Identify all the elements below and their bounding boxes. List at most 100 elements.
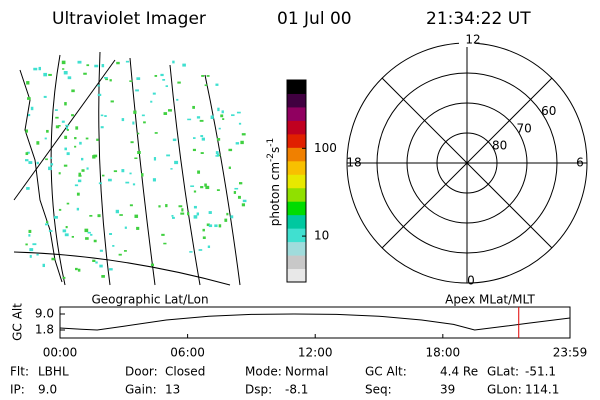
colorbar-segment	[287, 201, 306, 216]
emission-dot	[90, 233, 93, 236]
emission-dot	[101, 64, 105, 68]
polar-label: Apex MLat/MLT	[445, 293, 535, 307]
emission-dot	[239, 182, 243, 185]
emission-dot	[97, 93, 102, 96]
status-value: 114.1	[525, 383, 559, 397]
emission-dot	[199, 119, 204, 122]
emission-dot	[238, 122, 242, 125]
emission-dot	[45, 221, 49, 223]
emission-dot	[71, 114, 74, 117]
status-value: 13	[165, 383, 180, 397]
emission-dot	[36, 253, 39, 256]
emission-dot	[134, 157, 138, 160]
emission-dot	[97, 214, 101, 218]
emission-dot	[119, 214, 123, 216]
emission-dot	[80, 157, 84, 161]
emission-dot	[215, 151, 219, 155]
emission-dot	[75, 267, 78, 271]
colorbar-segment	[287, 93, 306, 108]
emission-dot	[170, 168, 173, 170]
emission-dot	[230, 215, 234, 219]
emission-dot	[125, 181, 130, 184]
status-label: Mode:	[245, 365, 282, 379]
lat-label: 70	[517, 121, 532, 135]
emission-dot	[25, 129, 29, 133]
emission-dot	[65, 124, 70, 127]
emission-dot	[74, 184, 79, 187]
emission-dot	[74, 137, 77, 140]
emission-dot	[109, 268, 113, 271]
emission-dot	[136, 77, 141, 80]
emission-dot	[187, 118, 192, 121]
emission-dot	[214, 224, 218, 228]
emission-dot	[25, 159, 29, 162]
status-label: Dsp:	[245, 383, 272, 397]
emission-dot	[201, 137, 205, 141]
emission-dot	[218, 224, 222, 228]
emission-dot	[141, 173, 144, 177]
emission-dot	[121, 169, 125, 173]
status-value: Closed	[165, 365, 205, 379]
emission-dot	[182, 63, 186, 67]
emission-dot	[166, 154, 171, 157]
emission-dot	[187, 212, 190, 216]
status-value: Normal	[285, 365, 328, 379]
alt-label: GC Alt	[11, 303, 25, 341]
emission-dot	[233, 191, 237, 194]
emission-dot	[101, 174, 105, 177]
status-label: Door:	[125, 365, 158, 379]
emission-dot	[236, 111, 241, 114]
emission-dot	[58, 125, 61, 127]
emission-dot	[241, 203, 246, 207]
emission-dot	[104, 76, 108, 79]
emission-dot	[154, 132, 158, 134]
emission-dot	[216, 138, 221, 141]
emission-dot	[26, 151, 30, 154]
emission-dot	[196, 116, 201, 119]
emission-dot	[216, 189, 220, 191]
emission-dot	[204, 183, 207, 187]
emission-dot	[100, 114, 104, 117]
status-value: LBHL	[38, 365, 69, 379]
emission-dot	[154, 74, 158, 77]
emission-dot	[77, 268, 81, 272]
emission-dot	[48, 166, 52, 171]
colorbar-segment	[287, 268, 306, 283]
emission-dot	[27, 97, 31, 100]
colorbar-tick-label: 10	[314, 229, 329, 243]
emission-dot	[62, 229, 67, 233]
emission-dot	[218, 127, 221, 130]
emission-dot	[99, 264, 103, 268]
emission-dot	[162, 78, 166, 81]
emission-dot	[100, 126, 104, 129]
emission-dot	[237, 195, 241, 199]
emission-dot	[135, 89, 139, 92]
emission-dot	[77, 179, 82, 183]
emission-dot	[181, 208, 184, 212]
mlt-label: 6	[576, 156, 584, 170]
emission-dot	[160, 73, 164, 77]
time: 21:34:22 UT	[426, 9, 531, 29]
emission-dot	[152, 178, 156, 182]
emission-dot	[172, 60, 175, 64]
emission-dot	[202, 236, 206, 240]
emission-dot	[38, 66, 41, 71]
emission-dot	[115, 209, 119, 214]
emission-dot	[76, 207, 80, 211]
emission-dot	[92, 259, 96, 262]
emission-dot	[109, 233, 113, 235]
emission-dot	[204, 84, 208, 87]
emission-dot	[93, 154, 98, 158]
emission-dot	[29, 248, 34, 252]
emission-dot	[64, 102, 67, 106]
emission-dot	[200, 186, 204, 189]
emission-dot	[205, 185, 210, 190]
colorbar-segment	[287, 214, 306, 229]
emission-dot	[28, 234, 31, 237]
colorbar-segment	[287, 147, 306, 162]
emission-dot	[133, 110, 137, 114]
geo-label: Geographic Lat/Lon	[91, 293, 208, 307]
emission-dot	[113, 170, 118, 173]
emission-dot	[137, 132, 140, 135]
emission-dot	[54, 109, 58, 111]
